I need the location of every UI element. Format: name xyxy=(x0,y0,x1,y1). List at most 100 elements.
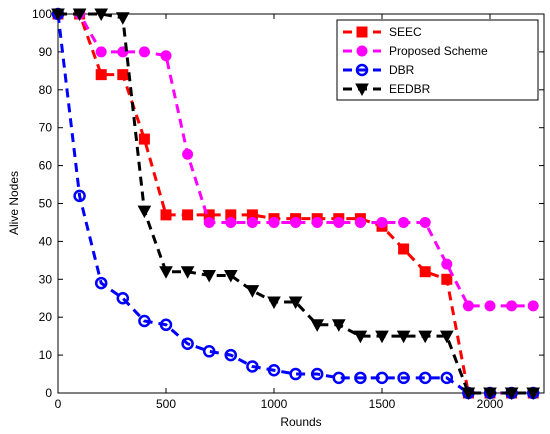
data-point xyxy=(181,337,194,350)
series-line xyxy=(56,13,534,395)
y-tick-label: 10 xyxy=(39,348,53,362)
data-point xyxy=(94,276,108,290)
y-tick-label: 50 xyxy=(39,197,53,211)
legend-marker xyxy=(356,26,368,38)
data-point xyxy=(419,266,431,278)
legend-marker xyxy=(355,63,369,77)
data-point xyxy=(202,270,217,283)
data-point xyxy=(138,133,150,145)
y-tick-label: 0 xyxy=(45,386,52,400)
series-line xyxy=(58,12,534,395)
data-point xyxy=(95,69,107,81)
data-point xyxy=(398,243,410,255)
data-point xyxy=(418,330,433,344)
data-point xyxy=(115,12,130,25)
legend-label: EEDBR xyxy=(389,82,431,96)
data-point xyxy=(117,69,129,81)
data-point xyxy=(94,8,109,22)
data-point xyxy=(398,216,410,228)
data-point xyxy=(461,387,476,401)
data-point xyxy=(396,330,411,344)
y-tick-label: 30 xyxy=(39,272,53,286)
data-point xyxy=(138,314,151,328)
data-point xyxy=(288,296,303,310)
y-tick-label: 40 xyxy=(39,234,53,248)
series-eedbr xyxy=(51,8,541,401)
data-point xyxy=(202,345,216,358)
data-point xyxy=(182,148,194,160)
data-point xyxy=(182,209,194,221)
y-tick-label: 80 xyxy=(39,83,53,97)
legend-label: DBR xyxy=(389,63,415,77)
data-point xyxy=(375,371,389,385)
data-point xyxy=(95,46,107,58)
series-layer xyxy=(51,7,541,401)
data-point xyxy=(462,300,474,312)
legend-marker xyxy=(356,45,368,57)
data-point xyxy=(441,273,453,285)
y-tick-label: 70 xyxy=(39,121,53,135)
data-point xyxy=(290,216,302,228)
data-point xyxy=(354,216,366,228)
data-point xyxy=(268,216,280,228)
data-point xyxy=(51,8,65,22)
data-point xyxy=(289,367,302,381)
data-point xyxy=(311,216,323,228)
y-axis-label: Alive Nodes xyxy=(7,171,21,235)
data-point xyxy=(484,300,496,312)
data-point xyxy=(419,216,431,228)
x-tick-label: 1500 xyxy=(369,397,396,411)
data-point xyxy=(72,8,87,22)
x-tick-label: 0 xyxy=(55,397,62,411)
data-point xyxy=(159,318,173,332)
legend-label: Proposed Scheme xyxy=(389,44,488,58)
data-point xyxy=(504,387,519,401)
legend: SEEC Proposed Scheme DBR EEDBR xyxy=(336,19,539,101)
data-point xyxy=(137,205,152,219)
data-point xyxy=(224,348,238,362)
data-point xyxy=(418,371,432,385)
data-point xyxy=(310,367,324,381)
x-axis-label: Rounds xyxy=(280,415,321,429)
data-point xyxy=(353,330,368,344)
data-point xyxy=(483,387,497,401)
legend-entry: DBR xyxy=(343,63,415,77)
data-point xyxy=(441,258,453,270)
data-point xyxy=(267,364,281,377)
x-tick-label: 2000 xyxy=(477,397,504,411)
data-point xyxy=(526,387,541,401)
data-point xyxy=(73,189,86,203)
data-point xyxy=(332,371,346,385)
data-point xyxy=(354,371,367,385)
axis-ticks: 0 500 1000 1500 2000 0 10 20 30 40 50 60 70 80 90 100 xyxy=(32,7,544,411)
data-point xyxy=(375,330,389,344)
data-point xyxy=(527,300,539,312)
series-line xyxy=(58,12,534,395)
data-point xyxy=(225,216,237,228)
y-tick-label: 60 xyxy=(39,159,53,173)
data-point xyxy=(397,371,410,385)
legend-entry: SEEC xyxy=(343,25,422,39)
legend-entry: Proposed Scheme xyxy=(343,44,488,58)
x-tick-label: 500 xyxy=(156,397,176,411)
y-tick-label: 20 xyxy=(39,310,53,324)
data-point xyxy=(246,360,259,373)
data-point xyxy=(267,296,281,310)
data-point xyxy=(439,330,454,344)
data-point xyxy=(310,319,325,332)
legend-marker xyxy=(355,83,369,97)
x-tick-label: 1000 xyxy=(261,397,288,411)
data-point xyxy=(376,216,388,228)
series-proposed-scheme xyxy=(52,8,539,312)
data-point xyxy=(116,292,130,305)
data-point xyxy=(506,300,518,312)
data-point xyxy=(333,216,345,228)
data-point xyxy=(245,285,260,298)
legend-box xyxy=(336,19,539,101)
data-point xyxy=(246,216,258,228)
data-point xyxy=(138,46,150,58)
data-point xyxy=(159,266,173,279)
legend-entry: EEDBR xyxy=(343,82,431,97)
data-point xyxy=(331,319,346,332)
